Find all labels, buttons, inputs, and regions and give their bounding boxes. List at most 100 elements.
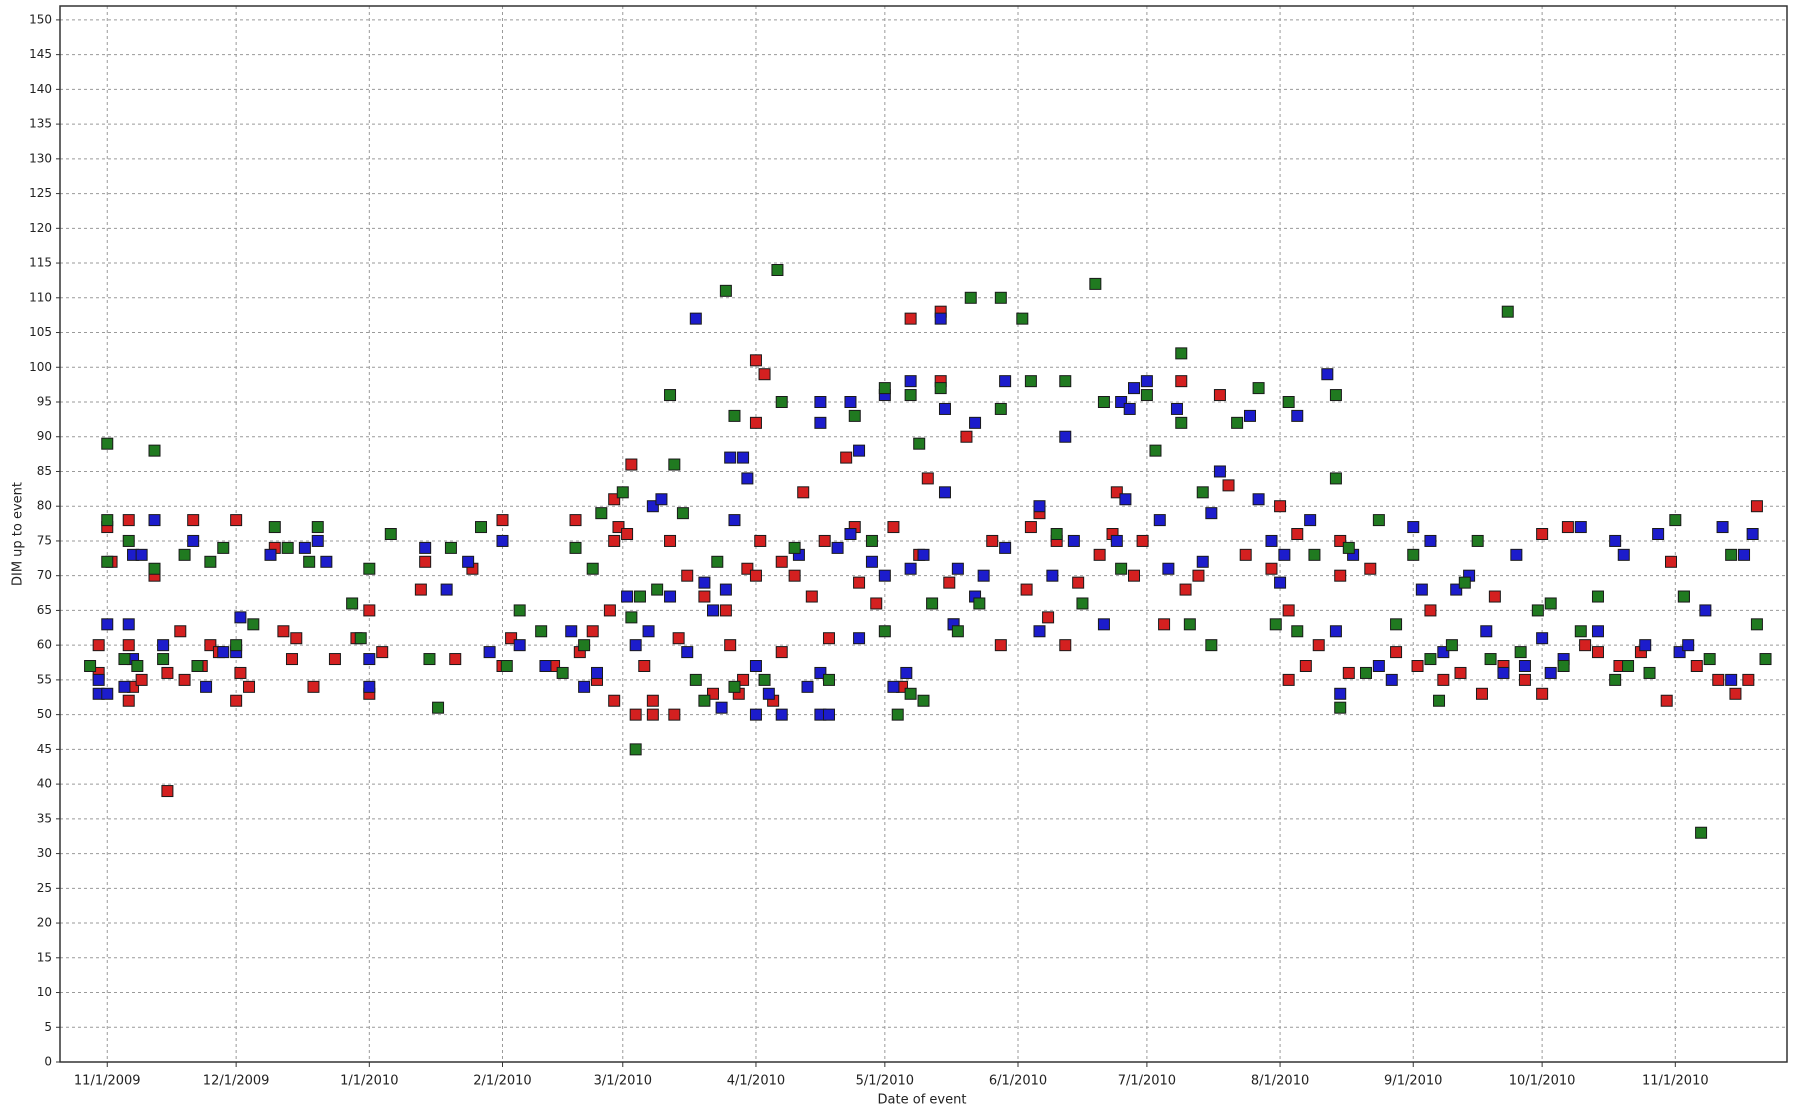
point — [616, 486, 629, 499]
point — [934, 312, 947, 325]
point — [419, 555, 432, 568]
y-tick-label: 20 — [37, 916, 52, 930]
point — [1059, 639, 1072, 652]
point — [440, 583, 453, 596]
point — [1484, 653, 1497, 666]
point — [118, 680, 131, 693]
point — [887, 521, 900, 534]
point — [749, 660, 762, 672]
point — [419, 541, 432, 554]
point — [788, 541, 801, 554]
point — [668, 708, 681, 721]
point — [285, 653, 298, 666]
point — [664, 534, 677, 547]
x-axis-title: Date of event — [878, 1093, 967, 1108]
point — [1544, 597, 1557, 610]
point — [904, 375, 917, 388]
point — [1557, 660, 1570, 672]
point — [135, 548, 148, 561]
point — [363, 680, 376, 693]
point — [1475, 687, 1488, 700]
point — [1140, 389, 1153, 402]
point — [719, 604, 732, 617]
point — [414, 583, 427, 596]
point — [1518, 673, 1531, 686]
point — [904, 687, 917, 700]
y-tick-label: 125 — [29, 186, 52, 200]
point — [475, 521, 488, 534]
point — [900, 666, 913, 679]
point — [1574, 521, 1587, 534]
point — [122, 694, 135, 707]
point — [1536, 632, 1549, 645]
point — [642, 625, 655, 638]
point — [865, 555, 878, 568]
point — [157, 653, 170, 666]
point — [191, 660, 204, 672]
point — [1738, 548, 1751, 561]
x-tick-label: 1/1/2010 — [340, 1074, 398, 1089]
point — [1591, 590, 1604, 603]
point — [118, 653, 131, 666]
point — [247, 618, 260, 631]
point — [1750, 500, 1763, 513]
point — [1196, 486, 1209, 499]
point — [131, 660, 144, 672]
point — [844, 528, 857, 540]
point — [608, 534, 621, 547]
point — [1617, 548, 1630, 561]
point — [1239, 548, 1252, 561]
point — [664, 590, 677, 603]
point — [1652, 528, 1665, 540]
point — [264, 548, 277, 561]
point — [921, 472, 934, 485]
point — [539, 660, 552, 672]
point — [943, 576, 956, 589]
point — [646, 500, 659, 513]
point — [1282, 396, 1295, 408]
point — [999, 541, 1012, 554]
point — [1334, 687, 1347, 700]
point — [994, 639, 1007, 652]
point — [230, 514, 243, 527]
point — [651, 583, 664, 596]
point — [934, 382, 947, 395]
point — [1312, 639, 1325, 652]
point — [771, 264, 784, 276]
point — [1334, 701, 1347, 714]
y-tick-label: 145 — [29, 47, 52, 61]
point — [200, 680, 213, 693]
point — [840, 451, 853, 464]
point — [1115, 562, 1128, 575]
point — [1179, 583, 1192, 596]
point — [84, 660, 97, 672]
point — [1192, 569, 1205, 582]
point — [1750, 618, 1763, 631]
point — [1716, 521, 1729, 534]
point — [865, 534, 878, 547]
point — [303, 555, 316, 568]
point — [586, 562, 599, 575]
point — [423, 653, 436, 666]
point — [655, 493, 668, 506]
point — [1269, 618, 1282, 631]
point — [625, 611, 638, 624]
point — [1205, 639, 1218, 652]
y-tick-label: 70 — [37, 568, 52, 582]
y-tick-label: 135 — [29, 117, 52, 131]
point — [878, 382, 891, 395]
point — [1682, 639, 1695, 652]
point — [122, 618, 135, 631]
point — [878, 569, 891, 582]
point — [621, 590, 634, 603]
x-tick-label: 12/1/2009 — [203, 1074, 270, 1089]
point — [762, 687, 775, 700]
point — [1115, 396, 1128, 408]
y-tick-label: 5 — [44, 1020, 52, 1034]
point — [797, 486, 810, 499]
point — [1458, 576, 1471, 589]
point — [805, 590, 818, 603]
point — [775, 555, 788, 568]
point — [715, 701, 728, 714]
